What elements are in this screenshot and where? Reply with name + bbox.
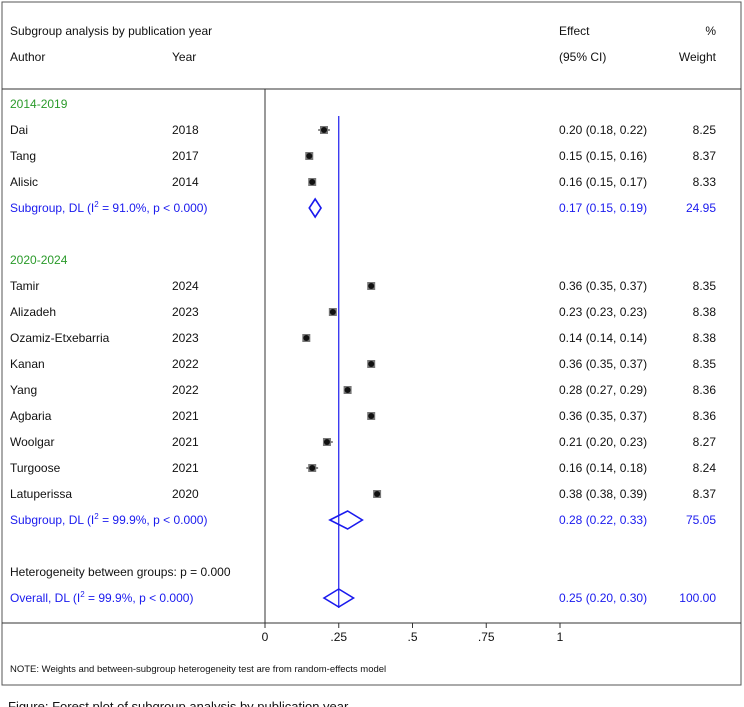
study-effect-ci: 0.36 (0.35, 0.37) bbox=[559, 279, 647, 293]
footnote: NOTE: Weights and between-subgroup heter… bbox=[10, 664, 386, 675]
study-point bbox=[344, 387, 351, 393]
study-effect-ci: 0.16 (0.14, 0.18) bbox=[559, 461, 647, 475]
weight-column-header: Weight bbox=[679, 50, 717, 64]
study-author: Yang bbox=[10, 383, 37, 397]
study-weight: 8.27 bbox=[693, 435, 717, 449]
year-column-header: Year bbox=[172, 50, 196, 64]
study-effect-ci: 0.16 (0.15, 0.17) bbox=[559, 175, 647, 189]
study-weight: 8.37 bbox=[693, 149, 717, 163]
ci-column-header: (95% CI) bbox=[559, 50, 606, 64]
study-point bbox=[306, 153, 313, 159]
subgroup-summary-diamond bbox=[328, 510, 364, 530]
subgroup-summary-label: Subgroup, DL (I2 = 99.9%, p < 0.000) bbox=[10, 512, 207, 527]
overall-summary-label: Overall, DL (I2 = 99.9%, p < 0.000) bbox=[10, 590, 193, 605]
study-author: Dai bbox=[10, 123, 28, 137]
study-effect-ci: 0.28 (0.27, 0.29) bbox=[559, 383, 647, 397]
study-author: Agbaria bbox=[10, 409, 52, 423]
effect-column-header: Effect bbox=[559, 24, 590, 38]
study-point bbox=[309, 179, 316, 185]
study-year: 2022 bbox=[172, 357, 199, 371]
study-point bbox=[329, 309, 336, 315]
study-author: Ozamiz-Etxebarria bbox=[10, 331, 110, 345]
study-effect-ci: 0.23 (0.23, 0.23) bbox=[559, 305, 647, 319]
subgroup-label: 2020-2024 bbox=[10, 253, 68, 267]
study-weight: 8.36 bbox=[693, 383, 717, 397]
subgroup-summary-weight: 24.95 bbox=[686, 201, 716, 215]
study-effect-ci: 0.15 (0.15, 0.16) bbox=[559, 149, 647, 163]
study-weight: 8.36 bbox=[693, 409, 717, 423]
study-effect-ci: 0.36 (0.35, 0.37) bbox=[559, 357, 647, 371]
study-weight: 8.24 bbox=[693, 461, 717, 475]
forest-rows: 2014-2019 Dai 2018 0.20 (0.18, 0.22) 8.25 Tan… bbox=[10, 97, 716, 608]
study-year: 2024 bbox=[172, 279, 199, 293]
study-year: 2023 bbox=[172, 305, 199, 319]
study-effect-ci: 0.36 (0.35, 0.37) bbox=[559, 409, 647, 423]
x-axis: 0 .25 .5 .75 1 bbox=[262, 623, 564, 644]
study-effect-ci: 0.21 (0.20, 0.23) bbox=[559, 435, 647, 449]
study-weight: 8.25 bbox=[693, 123, 717, 137]
study-year: 2014 bbox=[172, 175, 199, 189]
study-author: Tamir bbox=[10, 279, 39, 293]
x-tick-label: .5 bbox=[407, 630, 417, 644]
study-weight: 8.37 bbox=[693, 487, 717, 501]
study-author: Tang bbox=[10, 149, 36, 163]
study-year: 2023 bbox=[172, 331, 199, 345]
study-weight: 8.33 bbox=[693, 175, 717, 189]
percent-column-header: % bbox=[705, 24, 716, 38]
study-effect-ci: 0.20 (0.18, 0.22) bbox=[559, 123, 647, 137]
overall-summary-diamond bbox=[322, 588, 356, 608]
subgroup-summary-effect-ci: 0.28 (0.22, 0.33) bbox=[559, 513, 647, 527]
plot-title: Subgroup analysis by publication year bbox=[10, 24, 212, 38]
study-year: 2022 bbox=[172, 383, 199, 397]
x-tick-label: 1 bbox=[557, 630, 564, 644]
study-point bbox=[323, 439, 330, 445]
study-point bbox=[374, 491, 381, 497]
study-point bbox=[303, 335, 310, 341]
study-year: 2018 bbox=[172, 123, 199, 137]
study-point bbox=[321, 127, 327, 133]
study-author: Latuperissa bbox=[10, 487, 72, 501]
study-weight: 8.35 bbox=[693, 279, 717, 293]
study-year: 2017 bbox=[172, 149, 199, 163]
study-point bbox=[368, 361, 375, 367]
heterogeneity-text: Heterogeneity between groups: p = 0.000 bbox=[10, 565, 231, 579]
study-weight: 8.38 bbox=[693, 331, 717, 345]
study-weight: 8.38 bbox=[693, 305, 717, 319]
x-tick-label: .25 bbox=[330, 630, 347, 644]
subgroup-summary-label: Subgroup, DL (I2 = 91.0%, p < 0.000) bbox=[10, 200, 207, 215]
study-year: 2021 bbox=[172, 409, 199, 423]
study-author: Turgoose bbox=[10, 461, 61, 475]
study-point bbox=[368, 413, 375, 419]
overall-effect-ci: 0.25 (0.20, 0.30) bbox=[559, 591, 647, 605]
plot-frame bbox=[1, 1, 742, 686]
subgroup-summary-weight: 75.05 bbox=[686, 513, 716, 527]
study-year: 2020 bbox=[172, 487, 199, 501]
overall-weight: 100.00 bbox=[679, 591, 716, 605]
study-year: 2021 bbox=[172, 435, 199, 449]
study-effect-ci: 0.14 (0.14, 0.14) bbox=[559, 331, 647, 345]
study-author: Kanan bbox=[10, 357, 45, 371]
study-point bbox=[309, 465, 316, 471]
study-year: 2021 bbox=[172, 461, 199, 475]
x-tick-label: 0 bbox=[262, 630, 269, 644]
figure-caption: Figure: Forest plot of subgroup analysis… bbox=[8, 699, 349, 707]
subgroup-label: 2014-2019 bbox=[10, 97, 68, 111]
author-column-header: Author bbox=[10, 50, 45, 64]
study-effect-ci: 0.38 (0.38, 0.39) bbox=[559, 487, 647, 501]
study-author: Alizadeh bbox=[10, 305, 56, 319]
study-point bbox=[368, 283, 375, 289]
x-tick-label: .75 bbox=[478, 630, 495, 644]
study-author: Alisic bbox=[10, 175, 38, 189]
study-weight: 8.35 bbox=[693, 357, 717, 371]
study-author: Woolgar bbox=[10, 435, 54, 449]
subgroup-summary-effect-ci: 0.17 (0.15, 0.19) bbox=[559, 201, 647, 215]
subgroup-summary-diamond bbox=[308, 197, 323, 219]
